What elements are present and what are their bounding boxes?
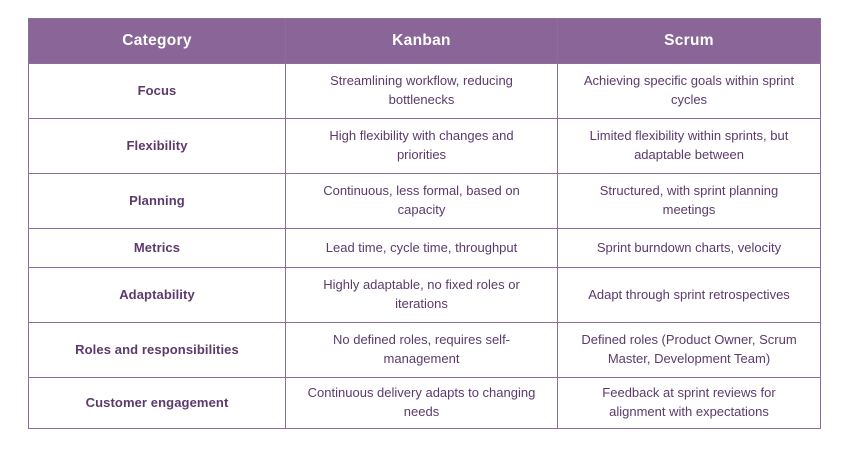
category-cell: Customer engagement bbox=[28, 377, 286, 429]
scrum-cell: Limited flexibility within sprints, but … bbox=[557, 118, 821, 174]
table-row-customer-engagement: Customer engagement Continuous delivery … bbox=[28, 377, 821, 429]
kanban-cell: Continuous delivery adapts to changing n… bbox=[285, 377, 558, 429]
category-cell: Planning bbox=[28, 173, 286, 229]
table-body: Focus Streamlining workflow, reducing bo… bbox=[28, 63, 821, 429]
column-header-category: Category bbox=[28, 18, 286, 64]
kanban-cell: No defined roles, requires self-manageme… bbox=[285, 322, 558, 378]
table-header: Category Kanban Scrum bbox=[28, 18, 821, 64]
table-row-adaptability: Adaptability Highly adaptable, no fixed … bbox=[28, 267, 821, 323]
scrum-cell: Feedback at sprint reviews for alignment… bbox=[557, 377, 821, 429]
column-header-scrum: Scrum bbox=[557, 18, 821, 64]
scrum-cell: Adapt through sprint retrospectives bbox=[557, 267, 821, 323]
kanban-vs-scrum-table: Category Kanban Scrum Focus Streamlining… bbox=[28, 18, 821, 429]
scrum-cell: Sprint burndown charts, velocity bbox=[557, 228, 821, 268]
header-row: Category Kanban Scrum bbox=[28, 18, 821, 64]
scrum-cell: Defined roles (Product Owner, Scrum Mast… bbox=[557, 322, 821, 378]
kanban-cell: High flexibility with changes and priori… bbox=[285, 118, 558, 174]
kanban-cell: Highly adaptable, no fixed roles or iter… bbox=[285, 267, 558, 323]
table-row-flexibility: Flexibility High flexibility with change… bbox=[28, 118, 821, 174]
table-row-focus: Focus Streamlining workflow, reducing bo… bbox=[28, 63, 821, 119]
category-cell: Flexibility bbox=[28, 118, 286, 174]
kanban-cell: Lead time, cycle time, throughput bbox=[285, 228, 558, 268]
category-cell: Metrics bbox=[28, 228, 286, 268]
kanban-cell: Continuous, less formal, based on capaci… bbox=[285, 173, 558, 229]
column-header-kanban: Kanban bbox=[285, 18, 558, 64]
kanban-cell: Streamlining workflow, reducing bottlene… bbox=[285, 63, 558, 119]
table-row-metrics: Metrics Lead time, cycle time, throughpu… bbox=[28, 228, 821, 268]
category-cell: Focus bbox=[28, 63, 286, 119]
category-cell: Adaptability bbox=[28, 267, 286, 323]
table-row-planning: Planning Continuous, less formal, based … bbox=[28, 173, 821, 229]
category-cell: Roles and responsibilities bbox=[28, 322, 286, 378]
scrum-cell: Achieving specific goals within sprint c… bbox=[557, 63, 821, 119]
table-row-roles: Roles and responsibilities No defined ro… bbox=[28, 322, 821, 378]
scrum-cell: Structured, with sprint planning meeting… bbox=[557, 173, 821, 229]
